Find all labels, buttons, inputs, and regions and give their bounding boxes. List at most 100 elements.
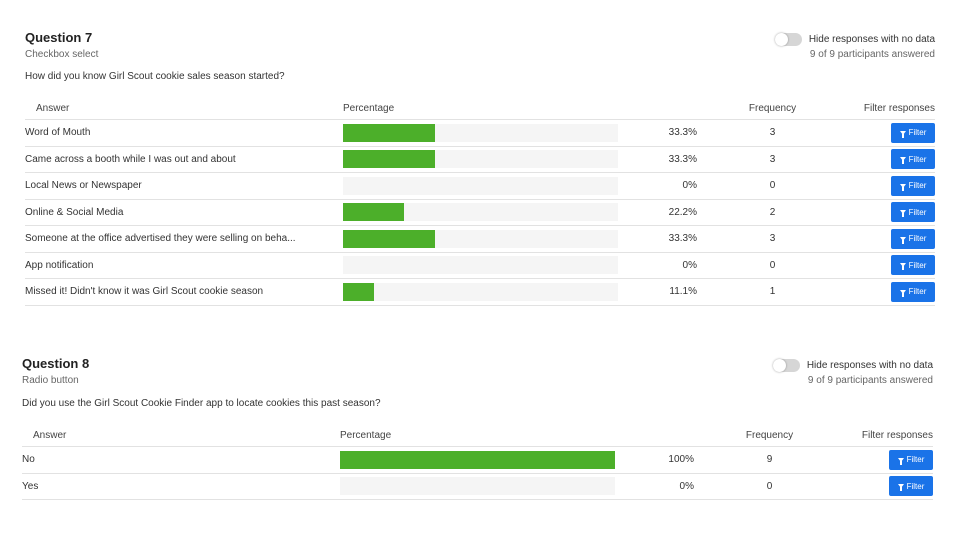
filter-button-label: Filter bbox=[908, 154, 927, 164]
filter-button[interactable]: Filter bbox=[891, 228, 935, 249]
question-title: Question 8 bbox=[22, 356, 90, 371]
participants-answered: 9 of 9 participants answered bbox=[807, 375, 933, 386]
frequency-value: 2 bbox=[769, 206, 776, 218]
filter-cell: Filter bbox=[891, 279, 935, 305]
percentage-bar-cell bbox=[343, 173, 618, 199]
percentage-bar-track bbox=[343, 123, 618, 142]
hide-no-data-toggle[interactable] bbox=[774, 32, 802, 46]
funnel-icon bbox=[897, 484, 904, 492]
filter-button[interactable]: Filter bbox=[891, 149, 935, 170]
filter-button[interactable]: Filter bbox=[891, 175, 935, 196]
table-row: Came across a booth while I was out and … bbox=[25, 147, 935, 173]
percentage-bar-fill bbox=[343, 123, 435, 142]
filter-button-label: Filter bbox=[908, 207, 927, 217]
percentage-bar-track bbox=[340, 477, 615, 496]
table-body: Word of Mouth 33.3% 3 Filter Came across a b… bbox=[25, 120, 935, 306]
percentage-bar-fill bbox=[343, 282, 374, 301]
hide-no-data-area: Hide responses with no data 9 of 9 parti… bbox=[774, 32, 935, 60]
filter-cell: Filter bbox=[891, 226, 935, 252]
percentage-header: Percentage bbox=[340, 429, 392, 441]
frequency-value: 3 bbox=[769, 153, 776, 165]
filter-button-label: Filter bbox=[908, 128, 927, 138]
percentage-value: 11.1% bbox=[669, 286, 697, 298]
table-row: Missed it! Didn't know it was Girl Scout… bbox=[25, 279, 935, 306]
percentage-bar-track bbox=[343, 176, 618, 195]
answer-label: App notification bbox=[25, 259, 94, 271]
filter-cell: Filter bbox=[891, 200, 935, 226]
question-text: Did you use the Girl Scout Cookie Finder… bbox=[22, 398, 381, 409]
answer-label: Word of Mouth bbox=[25, 127, 91, 139]
answer-label: Someone at the office advertised they we… bbox=[25, 233, 296, 245]
filter-button-label: Filter bbox=[906, 455, 925, 465]
question-title: Question 7 bbox=[25, 30, 93, 45]
percentage-bar-cell bbox=[343, 279, 618, 305]
answer-label: Local News or Newspaper bbox=[25, 180, 142, 192]
results-table: Answer Percentage Frequency Filter respo… bbox=[25, 97, 935, 306]
funnel-icon bbox=[899, 130, 906, 138]
table-row: No 100% 9 Filter bbox=[22, 447, 933, 474]
percentage-bar-track bbox=[343, 150, 618, 169]
funnel-icon bbox=[899, 157, 906, 165]
percentage-value: 33.3% bbox=[668, 127, 697, 139]
funnel-icon bbox=[899, 210, 906, 218]
filter-button-label: Filter bbox=[906, 481, 925, 491]
answer-header: Answer bbox=[36, 102, 70, 114]
filter-button[interactable]: Filter bbox=[889, 449, 933, 470]
percentage-value: 100% bbox=[668, 454, 694, 466]
frequency-value: 0 bbox=[769, 180, 776, 192]
frequency-value: 0 bbox=[766, 480, 773, 492]
percentage-value: 22.2% bbox=[668, 206, 697, 218]
percentage-bar-fill bbox=[340, 450, 615, 469]
filter-button[interactable]: Filter bbox=[889, 476, 933, 497]
filter-responses-header: Filter responses bbox=[863, 102, 935, 114]
filter-cell: Filter bbox=[891, 173, 935, 199]
toggle-knob bbox=[772, 358, 786, 372]
frequency-header: Frequency bbox=[745, 429, 794, 441]
question-type: Radio button bbox=[22, 375, 79, 386]
frequency-value: 3 bbox=[769, 127, 776, 139]
filter-button[interactable]: Filter bbox=[891, 122, 935, 143]
table-row: Word of Mouth 33.3% 3 Filter bbox=[25, 120, 935, 147]
question-8-section: Question 8 Radio button Hide responses w… bbox=[22, 356, 933, 500]
filter-button[interactable]: Filter bbox=[891, 202, 935, 223]
hide-no-data-toggle[interactable] bbox=[772, 358, 800, 372]
percentage-bar-fill bbox=[343, 150, 435, 169]
results-table: Answer Percentage Frequency Filter respo… bbox=[22, 424, 933, 500]
answer-label: Missed it! Didn't know it was Girl Scout… bbox=[25, 286, 264, 298]
percentage-bar-cell bbox=[343, 147, 618, 173]
question-7-section: Question 7 Checkbox select Hide response… bbox=[25, 30, 935, 306]
frequency-value: 9 bbox=[766, 454, 773, 466]
filter-button[interactable]: Filter bbox=[891, 281, 935, 302]
filter-responses-header: Filter responses bbox=[861, 429, 933, 441]
percentage-bar-cell bbox=[343, 253, 618, 279]
percentage-value: 33.3% bbox=[668, 153, 697, 165]
percentage-bar-cell bbox=[340, 447, 615, 473]
percentage-bar-track bbox=[343, 203, 618, 222]
filter-button-label: Filter bbox=[908, 287, 927, 297]
percentage-bar-cell bbox=[343, 200, 618, 226]
frequency-value: 1 bbox=[769, 286, 776, 298]
hide-no-data-label: Hide responses with no data bbox=[806, 359, 933, 371]
table-header: Answer Percentage Frequency Filter respo… bbox=[25, 97, 935, 120]
filter-button[interactable]: Filter bbox=[891, 255, 935, 276]
percentage-bar-cell bbox=[343, 120, 618, 146]
funnel-icon bbox=[899, 263, 906, 271]
percentage-bar-track bbox=[343, 229, 618, 248]
question-type: Checkbox select bbox=[25, 49, 99, 60]
percentage-value: 0% bbox=[682, 180, 697, 192]
percentage-bar-fill bbox=[343, 229, 435, 248]
funnel-icon bbox=[899, 236, 906, 244]
funnel-icon bbox=[899, 289, 906, 297]
hide-no-data-area: Hide responses with no data 9 of 9 parti… bbox=[772, 358, 933, 386]
filter-button-label: Filter bbox=[908, 260, 927, 270]
percentage-bar-track bbox=[340, 450, 615, 469]
filter-cell: Filter bbox=[889, 474, 933, 500]
frequency-value: 0 bbox=[769, 259, 776, 271]
filter-button-label: Filter bbox=[908, 181, 927, 191]
answer-label: Came across a booth while I was out and … bbox=[25, 153, 236, 165]
percentage-value: 33.3% bbox=[668, 233, 697, 245]
percentage-value: 0% bbox=[679, 480, 694, 492]
table-header: Answer Percentage Frequency Filter respo… bbox=[22, 424, 933, 447]
percentage-bar-cell bbox=[343, 226, 618, 252]
funnel-icon bbox=[897, 457, 904, 465]
